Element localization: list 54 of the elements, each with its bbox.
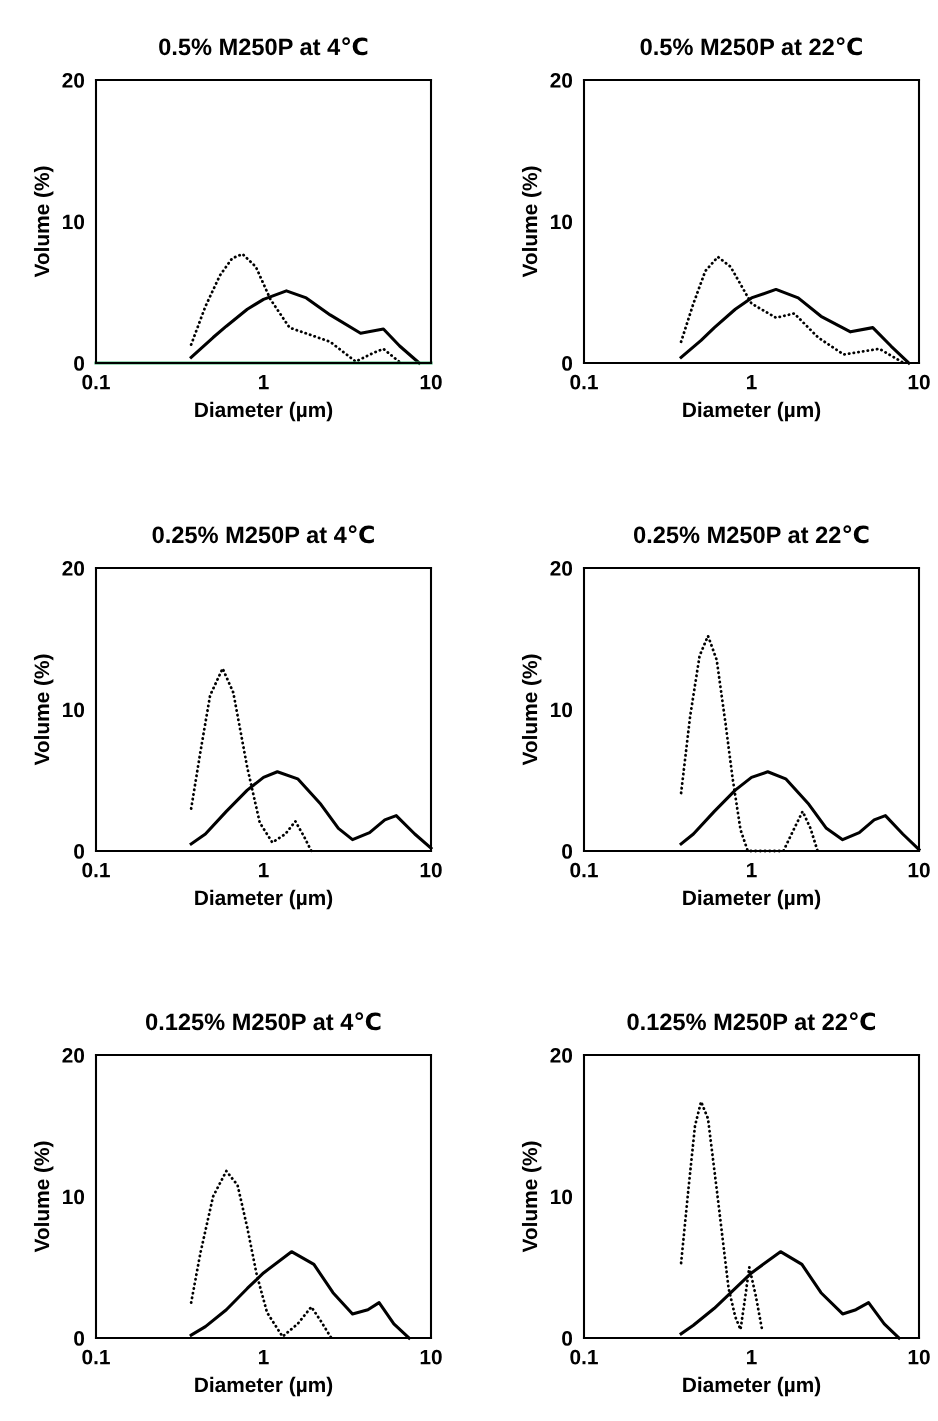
chart-title: 0.25% M250P at 22℃ bbox=[634, 525, 869, 544]
x-tick-label: 1 bbox=[259, 1349, 269, 1365]
x-tick-label: 1 bbox=[747, 374, 757, 390]
y-tick-label: 10 bbox=[551, 702, 573, 718]
x-tick-label: 0.1 bbox=[82, 862, 110, 878]
x-axis-title: Diameter (µm) bbox=[683, 401, 821, 422]
chart-title: 0.5% M250P at 4℃ bbox=[159, 37, 368, 56]
y-axis-title: Volume (%) bbox=[33, 1141, 54, 1253]
x-tick-label: 10 bbox=[908, 374, 930, 390]
y-tick-label: 0 bbox=[562, 356, 573, 371]
x-axis-title: Diameter (µm) bbox=[195, 1376, 333, 1397]
x-tick-label: 0.1 bbox=[82, 374, 110, 390]
y-tick-label: 10 bbox=[551, 1189, 573, 1205]
y-tick-label: 10 bbox=[63, 702, 85, 718]
chart-title: 0.125% M250P at 22℃ bbox=[627, 1012, 876, 1031]
x-tick-label: 1 bbox=[259, 862, 269, 878]
y-tick-label: 20 bbox=[62, 73, 85, 88]
y-tick-label: 20 bbox=[62, 561, 85, 576]
x-tick-label: 10 bbox=[908, 1349, 930, 1365]
y-tick-label: 0 bbox=[562, 1331, 573, 1346]
y-axis-title: Volume (%) bbox=[521, 654, 542, 766]
x-tick-label: 1 bbox=[259, 374, 269, 390]
x-tick-label: 0.1 bbox=[570, 1349, 598, 1365]
y-tick-label: 10 bbox=[63, 214, 85, 230]
x-tick-label: 10 bbox=[420, 374, 442, 390]
y-tick-label: 0 bbox=[74, 1331, 85, 1346]
x-axis-title: Diameter (µm) bbox=[195, 889, 333, 910]
y-tick-label: 10 bbox=[551, 214, 573, 230]
y-tick-label: 10 bbox=[63, 1189, 85, 1205]
y-tick-label: 0 bbox=[562, 844, 573, 859]
x-tick-label: 0.1 bbox=[82, 1349, 110, 1365]
x-tick-label: 0.1 bbox=[570, 862, 598, 878]
chart-title: 0.125% M250P at 4℃ bbox=[146, 1012, 381, 1031]
y-tick-label: 0 bbox=[74, 844, 85, 859]
y-tick-label: 20 bbox=[62, 1048, 85, 1063]
y-tick-label: 20 bbox=[550, 1048, 573, 1063]
x-axis-title: Diameter (µm) bbox=[683, 1376, 821, 1397]
y-tick-label: 20 bbox=[550, 561, 573, 576]
y-axis-title: Volume (%) bbox=[33, 166, 54, 278]
chart-title: 0.5% M250P at 22℃ bbox=[640, 37, 862, 56]
x-tick-label: 10 bbox=[420, 862, 442, 878]
x-tick-label: 10 bbox=[420, 1349, 442, 1365]
x-tick-label: 10 bbox=[908, 862, 930, 878]
y-tick-label: 0 bbox=[74, 356, 85, 371]
x-axis-title: Diameter (µm) bbox=[195, 401, 333, 422]
y-tick-label: 20 bbox=[550, 73, 573, 88]
y-axis-title: Volume (%) bbox=[521, 1141, 542, 1253]
y-axis-title: Volume (%) bbox=[33, 654, 54, 766]
y-axis-title: Volume (%) bbox=[521, 166, 542, 278]
x-axis-title: Diameter (µm) bbox=[683, 889, 821, 910]
x-tick-label: 0.1 bbox=[570, 374, 598, 390]
chart-title: 0.25% M250P at 4℃ bbox=[152, 525, 374, 544]
x-tick-label: 1 bbox=[747, 862, 757, 878]
x-tick-label: 1 bbox=[747, 1349, 757, 1365]
